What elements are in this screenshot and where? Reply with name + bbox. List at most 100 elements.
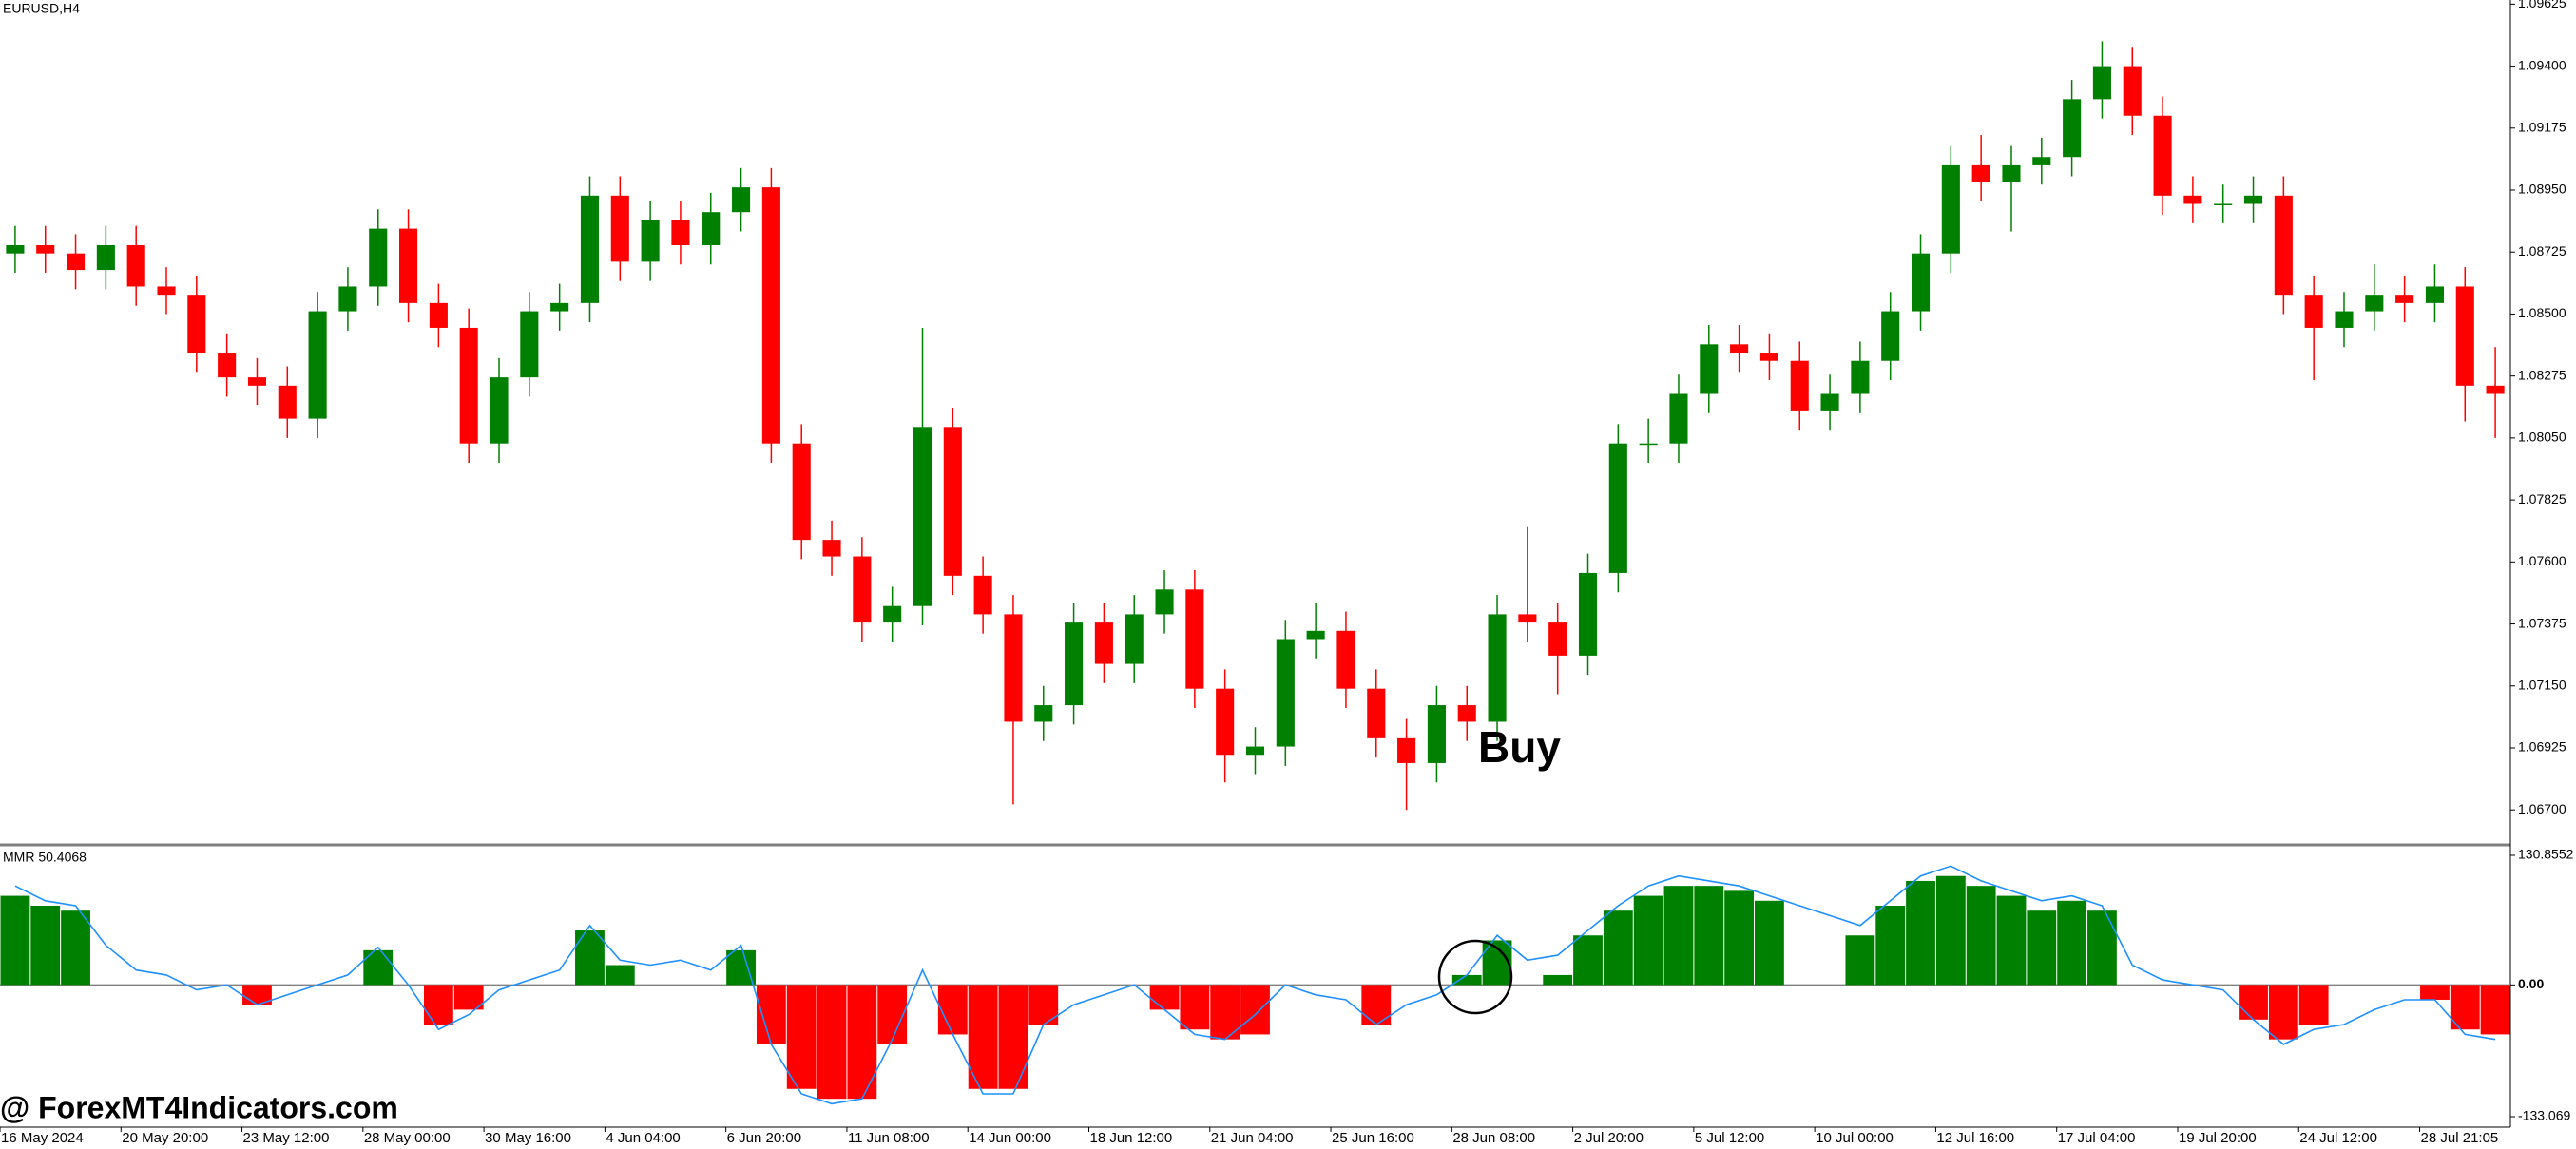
histogram-bar <box>968 985 998 1089</box>
histogram-bar <box>1663 886 1694 986</box>
candle-body <box>822 540 841 557</box>
candle-body <box>2335 311 2354 328</box>
histogram-bar <box>605 965 635 986</box>
x-tick-label: 16 May 2024 <box>1 1130 84 1146</box>
x-tick-label: 14 Jun 00:00 <box>969 1130 1051 1146</box>
histogram-bar <box>2420 985 2450 1000</box>
x-tick-label: 2 Jul 20:00 <box>1574 1130 1644 1146</box>
histogram-bar <box>998 985 1028 1089</box>
x-tick-label: 20 May 20:00 <box>122 1130 208 1146</box>
candle-body <box>1245 746 1265 756</box>
indicator-tick-label: 130.8552 <box>2518 847 2574 862</box>
chart-title: EURUSD,H4 <box>3 1 80 16</box>
candle-body <box>1306 630 1325 640</box>
y-tick-label: 1.07375 <box>2518 615 2566 630</box>
y-tick-label: 1.09175 <box>2518 119 2566 134</box>
candle-body <box>338 286 357 312</box>
candle-body <box>2274 195 2293 296</box>
histogram-bar <box>1996 895 2027 986</box>
candle-body <box>6 244 25 254</box>
histogram-bar <box>1573 935 1603 986</box>
candle-body <box>2304 295 2323 328</box>
candle-body <box>157 286 176 296</box>
candle-body <box>1034 705 1053 722</box>
y-tick-label: 1.07150 <box>2518 677 2566 692</box>
candle-body <box>1700 344 1719 394</box>
candle-body <box>2365 295 2384 312</box>
candle-body <box>490 377 509 444</box>
candle-body <box>2395 295 2414 303</box>
x-tick-label: 28 May 00:00 <box>364 1130 451 1146</box>
histogram-bar <box>1210 985 1240 1040</box>
histogram-bar <box>1633 895 1663 986</box>
candle-body <box>1941 164 1960 254</box>
candle-body <box>671 220 690 245</box>
histogram-bar <box>1845 935 1875 986</box>
histogram-bar <box>1240 985 1270 1035</box>
x-tick-label: 28 Jun 08:00 <box>1452 1130 1535 1146</box>
x-tick-label: 6 Jun 20:00 <box>727 1130 801 1146</box>
candle-body <box>2486 385 2505 394</box>
histogram-bar <box>786 985 817 1089</box>
candle-body <box>1125 614 1144 664</box>
candle-body <box>2123 66 2142 116</box>
candle-body <box>1911 253 1931 312</box>
candle-body <box>187 295 206 354</box>
candle-body <box>36 244 55 254</box>
candle-body <box>1397 737 1416 763</box>
histogram-bar <box>1180 985 1210 1030</box>
price-pane <box>6 41 2505 811</box>
candle-body <box>641 220 660 262</box>
x-tick-label: 24 Jul 12:00 <box>2299 1130 2377 1146</box>
candle-body <box>2063 99 2082 158</box>
histogram-bar <box>0 895 30 986</box>
candle-body <box>1004 614 1023 722</box>
candle-body <box>520 311 539 378</box>
indicator-pane <box>0 865 2510 1105</box>
candle-body <box>1427 705 1446 763</box>
candle-body <box>1276 639 1295 747</box>
candle-body <box>67 253 86 271</box>
candle-body <box>1759 353 1778 361</box>
candle-body <box>1608 443 1627 573</box>
candle-body <box>399 228 418 303</box>
candle-body <box>1065 622 1084 706</box>
histogram-bar <box>30 905 61 986</box>
candle-body <box>702 212 721 245</box>
histogram-bar <box>1755 900 1784 986</box>
candle-body <box>732 187 751 213</box>
candle-body <box>883 605 902 623</box>
indicator-tick-label: -133.069 <box>2518 1108 2570 1123</box>
x-tick-label: 19 Jul 20:00 <box>2179 1130 2257 1146</box>
histogram-bar <box>2239 985 2268 1020</box>
histogram-bar <box>756 985 786 1044</box>
y-tick-label: 1.09400 <box>2518 57 2566 72</box>
histogram-bar <box>2268 985 2298 1040</box>
candle-body <box>1457 705 1476 722</box>
candle-body <box>2032 157 2051 165</box>
y-tick-label: 1.06700 <box>2518 801 2566 816</box>
candle-body <box>2425 286 2444 303</box>
histogram-bar <box>2087 910 2117 986</box>
candle-body <box>126 244 145 287</box>
y-tick-label: 1.06925 <box>2518 739 2566 755</box>
histogram-bar <box>363 949 394 986</box>
candle-body <box>1518 614 1537 623</box>
histogram-bar <box>1875 905 1906 986</box>
histogram-bar <box>575 930 605 986</box>
y-tick-label: 1.07825 <box>2518 491 2566 507</box>
x-tick-label: 30 May 16:00 <box>485 1130 571 1146</box>
signal-line <box>14 865 2496 1105</box>
indicator-tick-label: 0.00 <box>2518 976 2544 991</box>
candle-body <box>913 427 932 606</box>
x-tick-label: 23 May 12:00 <box>243 1130 330 1146</box>
candle-body <box>2092 66 2111 100</box>
candle-body <box>2002 164 2021 182</box>
candle-body <box>429 302 448 328</box>
candle-body <box>2243 195 2263 204</box>
histogram-bar <box>2057 900 2087 986</box>
watermark: @ ForexMT4Indicators.com <box>0 1090 398 1124</box>
candle-body <box>1336 630 1355 689</box>
